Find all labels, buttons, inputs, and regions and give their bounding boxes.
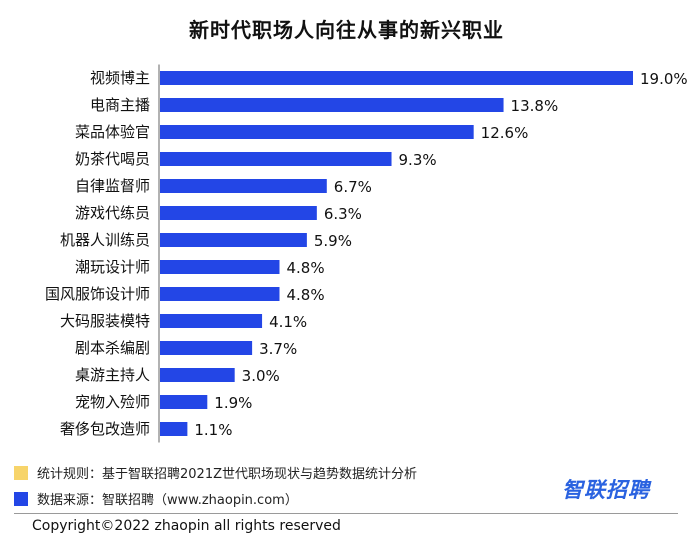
bar <box>160 71 633 85</box>
legend-swatch-yellow <box>14 465 28 480</box>
value-label: 4.1% <box>269 313 307 331</box>
footer-divider <box>14 513 678 514</box>
category-label: 电商主播 <box>90 96 150 114</box>
legend-label-source: 数据来源：智联招聘（www.zhaopin.com） <box>37 493 298 508</box>
category-label: 自律监督师 <box>75 177 150 195</box>
value-label: 3.7% <box>259 340 297 358</box>
category-label: 潮玩设计师 <box>75 258 150 276</box>
bar <box>160 179 327 193</box>
legend-label-rule: 统计规则：基于智联招聘2021Z世代职场现状与趋势数据统计分析 <box>37 467 417 482</box>
value-label: 9.3% <box>399 151 437 169</box>
bar <box>160 341 253 355</box>
bar <box>160 422 188 436</box>
category-label: 桌游主持人 <box>75 366 150 384</box>
value-label: 6.3% <box>324 205 362 223</box>
value-label: 6.7% <box>334 178 372 196</box>
bar <box>160 206 317 220</box>
category-label: 奢侈包改造师 <box>60 420 150 438</box>
category-label: 视频博主 <box>90 69 150 87</box>
category-label: 菜品体验官 <box>75 123 150 141</box>
bar <box>160 125 474 139</box>
bar <box>160 98 504 112</box>
category-label: 剧本杀编剧 <box>75 339 150 357</box>
bar <box>160 152 392 166</box>
value-label: 19.0% <box>640 70 688 88</box>
chart-title: 新时代职场人向往从事的新兴职业 <box>189 18 504 42</box>
category-label: 宠物入殓师 <box>75 393 150 411</box>
category-label: 机器人训练员 <box>60 231 150 249</box>
bar <box>160 314 263 328</box>
value-label: 13.8% <box>511 97 559 115</box>
category-label: 奶茶代喝员 <box>75 150 150 168</box>
category-label: 游戏代练员 <box>75 204 150 222</box>
value-label: 3.0% <box>242 367 280 385</box>
legend-item-source: 数据来源：智联招聘（www.zhaopin.com） <box>14 489 298 508</box>
value-label: 12.6% <box>481 124 529 142</box>
bar <box>160 287 280 301</box>
value-label: 5.9% <box>314 232 352 250</box>
category-label: 国风服饰设计师 <box>45 285 150 303</box>
legend-item-rule: 统计规则：基于智联招聘2021Z世代职场现状与趋势数据统计分析 <box>14 463 417 482</box>
bar-chart: 视频博主 19.0% 电商主播 13.8% 菜品体验官 12.6% 奶茶代喝员 9.3% 自律监… <box>45 64 688 443</box>
bars-group: 视频博主 19.0% 电商主播 13.8% 菜品体验官 12.6% 奶茶代喝员 9.3% 自律监… <box>45 69 688 439</box>
legend-swatch-blue <box>14 491 28 506</box>
bar <box>160 395 208 409</box>
category-label: 大码服装模特 <box>60 312 150 330</box>
bar <box>160 368 235 382</box>
bar <box>160 260 280 274</box>
value-label: 4.8% <box>286 259 324 277</box>
zhaopin-logo: 智联招聘 <box>562 478 650 502</box>
value-label: 1.9% <box>214 394 252 412</box>
value-label: 1.1% <box>194 421 232 439</box>
value-label: 4.8% <box>286 286 324 304</box>
bar <box>160 233 307 247</box>
copyright-text: Copyright©2022 zhaopin all rights reserv… <box>32 518 341 534</box>
